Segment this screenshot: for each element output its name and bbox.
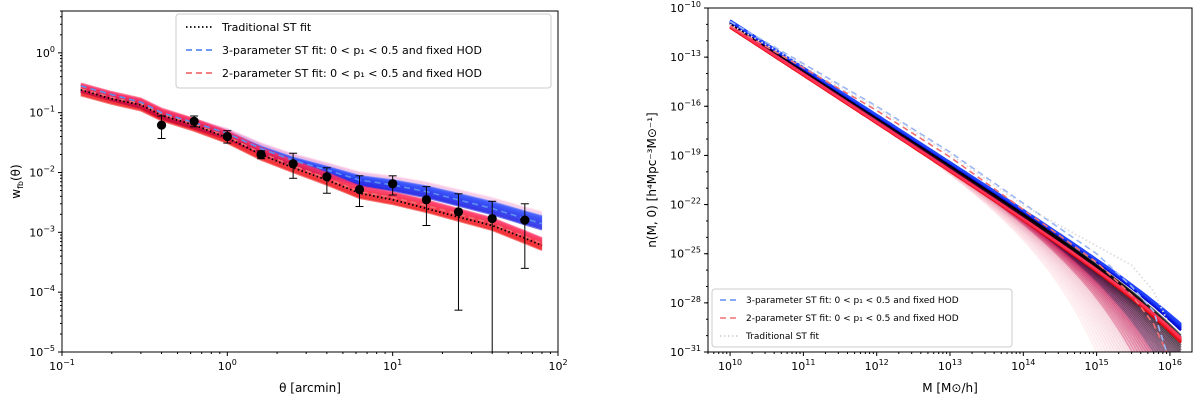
x-tick-label: 1014 [1011,358,1035,373]
y-tick-label: 10−16 [670,98,701,113]
y-tick-label: 10−4 [29,284,55,299]
y-tick-label: 10−28 [670,295,701,310]
series-traditional-fit [80,89,543,247]
series-traditional-fit [729,23,1168,320]
x-tick-label: 102 [548,358,567,373]
data-point [354,184,365,195]
x-tick-label: 100 [218,358,237,373]
y-tick-label: 10−5 [29,344,55,359]
plot-area [729,19,1182,352]
series-2-parameter-fit [80,88,543,245]
legend-label: 3-parameter ST fit: 0 < p₁ < 0.5 and fix… [746,296,959,306]
data-point [156,120,167,130]
x-tick-label: 1012 [865,358,889,373]
data-point [453,207,464,217]
x-tick-label: 1015 [1085,358,1109,373]
legend-label: 2-parameter ST fit: 0 < p₁ < 0.5 and fix… [222,67,482,80]
data-point [388,179,398,189]
data-points [156,115,530,352]
legend-box [711,288,1013,348]
x-tick-label: 1013 [938,358,962,373]
x-tick-label: 1010 [718,358,742,373]
y-tick-label: 10−13 [670,49,701,64]
y-tick-label: 10−31 [670,344,701,359]
y-tick-label: 10−2 [29,164,55,179]
right-panel-halo-mass-function: 1010 1011 1012 1013 1014 1015 1016 10−31 10−28 10… [645,0,1193,395]
data-point [222,131,232,142]
x-tick-label: 1011 [791,358,815,373]
y-tick-label: 10−3 [29,224,55,239]
series-3-parameter-fit [729,20,1168,352]
y-axis-label: wfb(θ) [9,164,25,198]
y-tick-label: 10−1 [29,105,55,120]
legend: 3-parameter ST fit: 0 < p₁ < 0.5 and fix… [711,288,1013,348]
y-tick-label: 10−25 [670,246,701,261]
y-tick-label: 10−22 [670,197,701,212]
data-point [288,159,298,169]
y-axis-label: n(M, 0) [h⁴Mpc⁻³M⊙⁻¹] [645,112,659,247]
x-tick-label: 10−1 [49,358,75,373]
model-bands [729,19,1182,352]
data-point [189,116,199,126]
legend-label: 3-parameter ST fit: 0 < p₁ < 0.5 and fix… [222,44,482,57]
x-tick-label: 101 [383,358,402,373]
y-tick-label: 100 [36,45,55,60]
series-3-parameter-fit [80,85,543,225]
data-point [520,215,530,225]
band-2param-line [729,25,1182,339]
band-3param-line [729,19,1182,325]
data-point [256,149,266,160]
legend: Traditional ST fit 3-parameter ST fit: 0 … [175,13,552,89]
x-axis-label: θ [arcmin] [279,381,341,395]
legend-label: 2-parameter ST fit: 0 < p₁ < 0.5 and fix… [746,314,959,324]
band-2param-line [80,82,543,240]
left-panel-correlation-function: 10−1 100 101 102 10−5 10−4 10−3 10−2 10−1 100 θ [a… [9,10,568,395]
series-2-parameter-fit [729,25,1168,352]
data-point [322,172,332,182]
legend-label: Traditional ST fit [221,21,312,34]
y-tick-label: 10−10 [670,0,701,15]
data-point [487,213,497,224]
y-tick-label: 10−19 [670,147,701,162]
x-tick-label: 1016 [1158,358,1182,373]
legend-label: Traditional ST fit [745,332,819,342]
x-axis-label: M [M⊙/h] [922,381,978,395]
data-point [421,195,432,205]
legend-box [175,13,552,89]
